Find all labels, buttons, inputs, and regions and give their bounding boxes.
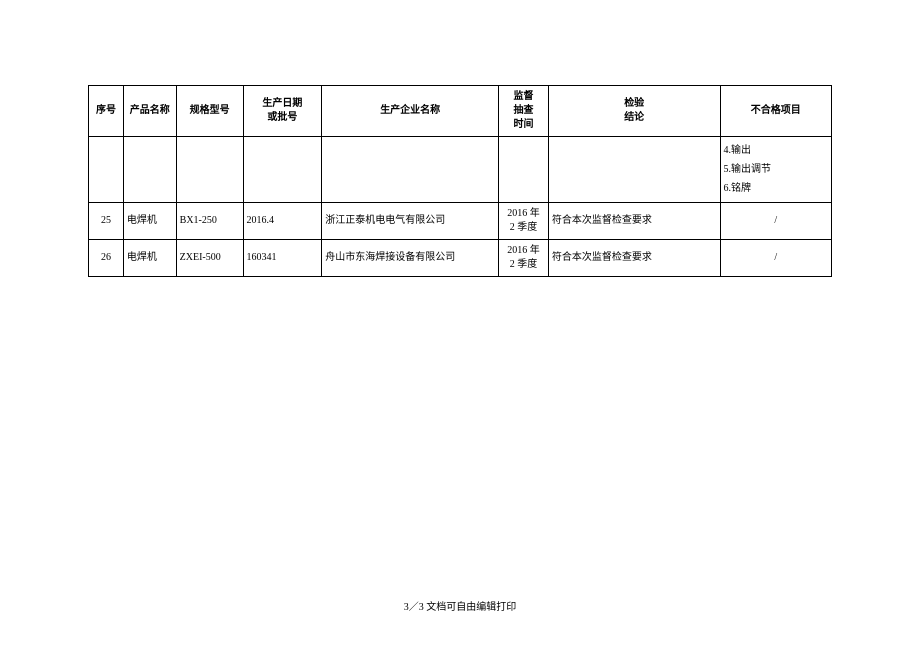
- cell-company: 舟山市东海焊接设备有限公司: [322, 240, 499, 277]
- cell-conclusion: 符合本次监督检查要求: [548, 203, 720, 240]
- cell-model: ZXEI-500: [176, 240, 243, 277]
- col-name: 产品名称: [123, 86, 176, 137]
- cell-seq: 26: [89, 240, 124, 277]
- cell-name: 电焊机: [123, 240, 176, 277]
- cell-date: 2016.4: [243, 203, 322, 240]
- table-header-row: 序号 产品名称 规格型号 生产日期或批号 生产企业名称 监督抽查时间 检验结论 …: [89, 86, 832, 137]
- cell-fail: /: [720, 203, 831, 240]
- table-row: 25 电焊机 BX1-250 2016.4 浙江正泰机电电气有限公司 2016 …: [89, 203, 832, 240]
- cell: [243, 137, 322, 203]
- table-row: 26 电焊机 ZXEI-500 160341 舟山市东海焊接设备有限公司 201…: [89, 240, 832, 277]
- col-seq: 序号: [89, 86, 124, 137]
- col-date: 生产日期或批号: [243, 86, 322, 137]
- col-fail: 不合格项目: [720, 86, 831, 137]
- cell: [548, 137, 720, 203]
- cell: [322, 137, 499, 203]
- cell: [123, 137, 176, 203]
- cell: [176, 137, 243, 203]
- cell-date: 160341: [243, 240, 322, 277]
- col-model: 规格型号: [176, 86, 243, 137]
- inspection-table: 序号 产品名称 规格型号 生产日期或批号 生产企业名称 监督抽查时间 检验结论 …: [88, 85, 832, 277]
- cell-period: 2016 年2 季度: [499, 240, 549, 277]
- cell-period: 2016 年2 季度: [499, 203, 549, 240]
- cell: [499, 137, 549, 203]
- cell-conclusion: 符合本次监督检查要求: [548, 240, 720, 277]
- cell-seq: 25: [89, 203, 124, 240]
- table-row-continuation: 4.输出5.输出调节6.铭牌: [89, 137, 832, 203]
- col-period: 监督抽查时间: [499, 86, 549, 137]
- cell-fail-items: 4.输出5.输出调节6.铭牌: [720, 137, 831, 203]
- cell-model: BX1-250: [176, 203, 243, 240]
- cell-name: 电焊机: [123, 203, 176, 240]
- page-footer: 3／3 文档可自由编辑打印: [0, 598, 920, 613]
- cell-company: 浙江正泰机电电气有限公司: [322, 203, 499, 240]
- col-company: 生产企业名称: [322, 86, 499, 137]
- cell-fail: /: [720, 240, 831, 277]
- cell: [89, 137, 124, 203]
- col-conclusion: 检验结论: [548, 86, 720, 137]
